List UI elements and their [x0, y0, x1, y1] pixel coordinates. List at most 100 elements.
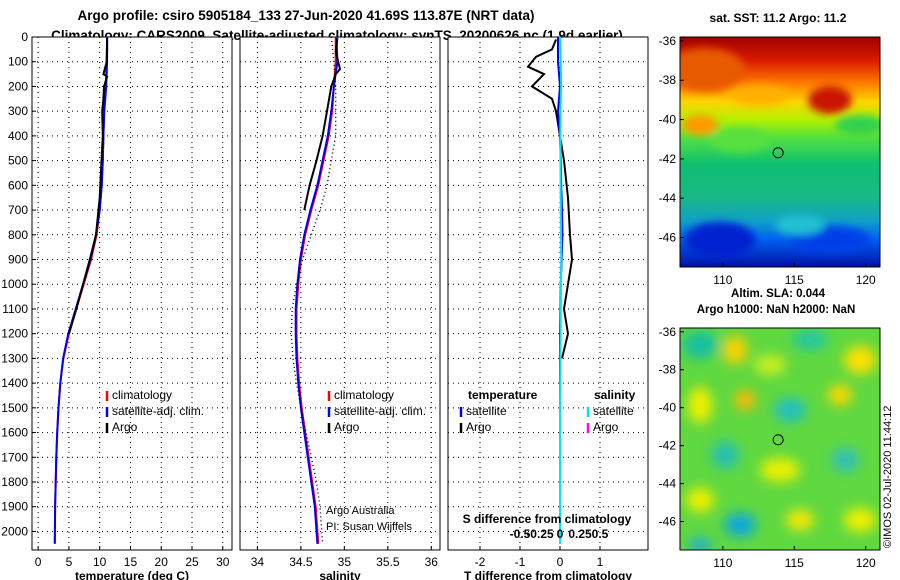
sst-argo-position-marker	[772, 147, 784, 159]
map-xtick-label: 115	[785, 273, 804, 287]
sdiff-tick-label: 0.25	[568, 527, 592, 541]
depth-ytick-label: 1000	[1, 277, 28, 291]
header-line-1: Argo profile: csiro 5905184_133 27-Jun-2…	[78, 8, 535, 23]
depth-ytick-label: 300	[8, 104, 28, 118]
depth-ytick-label: 600	[8, 178, 28, 192]
sst-map-title: sat. SST: 11.2 Argo: 11.2	[710, 11, 847, 25]
temperature-panel: 0 5 10 15 20 25 30 temperature (deg C) 0 100 200 30…	[1, 30, 233, 580]
temperature-xtick-label: 0	[35, 555, 42, 569]
sdiff-tick-label: -0.5	[510, 527, 531, 541]
sla-map-subtitle: Argo h1000: NaN h2000: NaN	[697, 304, 856, 316]
salinity-xtick-label: 34	[251, 555, 265, 569]
salinity-xtick-label: 36	[425, 555, 439, 569]
map-ytick-label: -40	[659, 401, 677, 415]
map-ytick-label: -42	[659, 439, 677, 453]
salinity-xlabel: salinity	[319, 569, 361, 580]
diff-salinity-legend-label: satellite	[593, 404, 634, 418]
depth-ytick-label: 500	[8, 154, 28, 168]
map-xtick-label: 120	[856, 556, 876, 570]
depth-ytick-label: 1900	[1, 500, 28, 514]
sst-heatmap-image	[680, 37, 880, 267]
depth-ytick-label: 1200	[1, 327, 28, 341]
temperature-series-group	[53, 37, 109, 544]
depth-ytick-label: 1700	[1, 450, 28, 464]
map-xtick-label: 110	[713, 556, 732, 570]
temperature-xlabel: temperature (deg C)	[75, 569, 189, 580]
difference-series-s-satellite	[559, 37, 563, 544]
temperature-xtick-label: 30	[216, 555, 230, 569]
map-xtick-label: 120	[856, 273, 876, 287]
depth-ytick-label: 200	[8, 79, 28, 93]
sla-map-title: Altim. SLA: 0.044	[731, 288, 826, 300]
diff-legend-title-salinity: salinity	[594, 388, 636, 402]
depth-ytick-label: 1400	[1, 376, 28, 390]
depth-ytick-label: 100	[8, 55, 28, 69]
temperature-legend-label: Argo	[112, 420, 138, 434]
salinity-xtick-label: 35	[338, 555, 352, 569]
salinity-legend-label: Argo	[334, 420, 360, 434]
map-ytick-label: -46	[659, 231, 677, 245]
difference-panel: -2 -1 0 1T difference from climatology -0.5-…	[447, 36, 649, 580]
difference-series-group	[526, 37, 574, 544]
difference-grid	[448, 36, 648, 550]
temperature-xtick-label: 10	[93, 555, 107, 569]
sla-map: Altim. SLA: 0.044 Argo h1000: NaN h2000:…	[659, 288, 881, 570]
depth-ytick-label: 400	[8, 129, 28, 143]
sla-heatmap-image	[680, 328, 880, 550]
depth-ytick-label: 1500	[1, 401, 28, 415]
salinity-panel: 34 34.5 35 35.5 36 salinity climatology satelli…	[239, 36, 441, 580]
salinity-xtick-label: 34.5	[289, 555, 313, 569]
salinity-series-satellite-adj-clim-	[294, 37, 339, 544]
map-ytick-label: -36	[659, 34, 677, 48]
depth-ytick-label: 1800	[1, 475, 28, 489]
sdiff-tick-label: 0.5	[592, 527, 609, 541]
salinity-legend-label: satellite-adj. clim.	[334, 404, 426, 418]
temperature-legend-label: climatology	[112, 388, 172, 402]
map-ytick-label: -44	[659, 477, 677, 491]
diff-temperature-legend-label: Argo	[466, 420, 492, 434]
salinity-xtick-label: 35.5	[376, 555, 400, 569]
sdiff-tick-label: -0.25	[526, 527, 554, 541]
difference-xtick-label: 1	[597, 555, 604, 569]
diff-salinity-legend-label: Argo	[593, 420, 619, 434]
imos-watermark: ©IMOS 02-Jul-2020 11:44:12	[882, 406, 894, 548]
temperature-grid	[32, 36, 232, 550]
sdiff-tick-label: 0	[557, 527, 564, 541]
depth-ytick-label: 1600	[1, 426, 28, 440]
sst-map: sat. SST: 11.2 Argo: 11.2 110 115 120 -36 -3…	[659, 11, 881, 287]
depth-ytick-label: 800	[8, 228, 28, 242]
map-ytick-label: -38	[659, 363, 677, 377]
map-xtick-label: 115	[785, 556, 804, 570]
sla-argo-position-marker	[772, 434, 784, 446]
map-xtick-label: 110	[713, 273, 732, 287]
difference-xtick-label: 0	[557, 555, 564, 569]
salinity-grid	[240, 36, 440, 550]
depth-ytick-label: 1100	[2, 302, 28, 316]
difference-xtick-label: -2	[475, 555, 486, 569]
temperature-series-argo	[67, 38, 109, 334]
depth-ytick-label: 1300	[1, 351, 28, 365]
depth-ytick-label: 2000	[1, 524, 28, 538]
diff-temperature-legend-label: satellite	[466, 404, 507, 418]
difference-plot-frame	[447, 36, 649, 551]
depth-ytick-label: 700	[8, 203, 28, 217]
depth-ytick-label: 0	[21, 30, 28, 44]
diff-legend-title-temperature: temperature	[468, 388, 538, 402]
map-ytick-label: -36	[659, 325, 677, 339]
difference-xtick-label: -1	[515, 555, 526, 569]
temperature-xtick-label: 20	[155, 555, 169, 569]
credit-line-2: PI: Susan Wijffels	[326, 521, 412, 533]
temperature-xtick-label: 5	[66, 555, 73, 569]
salinity-series-cars2009	[290, 37, 337, 544]
depth-ytick-label: 900	[8, 253, 28, 267]
temperature-plot-frame	[31, 36, 233, 551]
salinity-legend-label: climatology	[334, 388, 394, 402]
difference-xlabel: T difference from climatology	[464, 569, 632, 580]
map-ytick-label: -46	[659, 515, 677, 529]
map-ytick-label: -40	[659, 113, 677, 127]
map-ytick-label: -42	[659, 152, 677, 166]
temperature-xtick-label: 25	[185, 555, 199, 569]
map-ytick-label: -38	[659, 73, 677, 87]
salinity-series-group	[290, 37, 342, 544]
